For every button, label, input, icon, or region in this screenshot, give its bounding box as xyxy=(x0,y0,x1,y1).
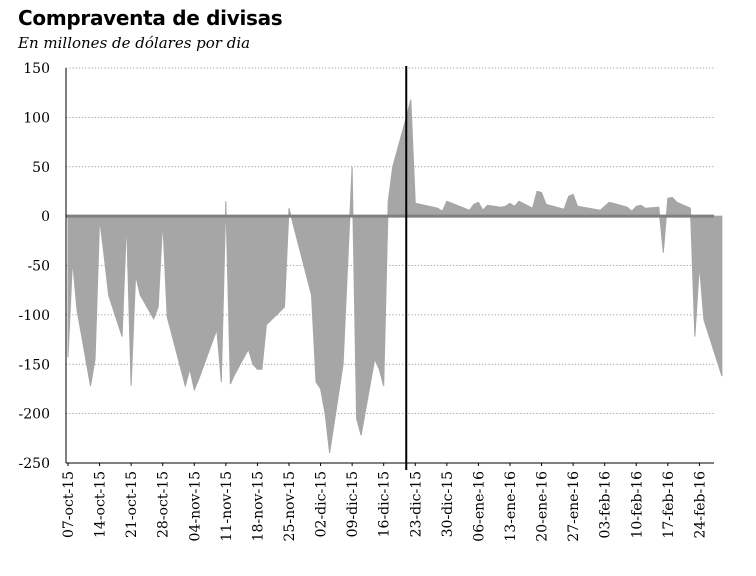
chart-title: Compraventa de divisas xyxy=(18,6,283,30)
y-tick-labels: 150 100 50 0 -50 -100 -150 -200 -250 xyxy=(19,61,50,472)
x-tick-label: 20-ene-16 xyxy=(535,471,551,542)
axes xyxy=(65,68,714,464)
x-tick-label: 21-oct-15 xyxy=(124,471,140,538)
x-tick-label: 17-feb-16 xyxy=(661,471,677,539)
x-tick-label: 02-dic-15 xyxy=(314,471,330,537)
x-tick-label: 16-dic-15 xyxy=(377,471,393,537)
x-tick-label: 18-nov-15 xyxy=(250,471,266,541)
area-series xyxy=(67,99,723,454)
y-tick-label: 50 xyxy=(32,160,50,176)
x-tick-label: 09-dic-15 xyxy=(345,471,361,537)
x-tick-labels: 07-oct-15 14-oct-15 21-oct-15 28-oct-15 04-n… xyxy=(61,463,708,542)
x-tick-label: 30-dic-15 xyxy=(440,471,456,537)
x-tick-label: 13-ene-16 xyxy=(503,471,519,542)
series-area xyxy=(67,99,723,454)
x-tick-label: 14-oct-15 xyxy=(93,471,109,538)
y-tick-label: 150 xyxy=(23,61,50,77)
y-tick-label: -250 xyxy=(19,456,50,472)
x-tick-label: 23-dic-15 xyxy=(408,471,424,537)
x-tick-label: 06-ene-16 xyxy=(471,471,487,542)
x-tick-label: 07-oct-15 xyxy=(61,471,77,538)
y-tick-label: -50 xyxy=(27,259,50,275)
chart-subtitle: En millones de dólares por dia xyxy=(18,34,251,52)
grid-lines xyxy=(66,67,714,464)
x-tick-label: 10-feb-16 xyxy=(629,471,645,539)
x-tick-label: 25-nov-15 xyxy=(282,471,298,541)
y-tick-label: 0 xyxy=(41,209,50,225)
x-tick-label: 03-feb-16 xyxy=(598,471,614,539)
y-tick-label: 100 xyxy=(23,110,50,126)
y-tick-label: -200 xyxy=(19,407,50,423)
y-tick-label: -150 xyxy=(19,357,50,373)
x-tick-label: 11-nov-15 xyxy=(219,471,235,541)
x-tick-label: 27-ene-16 xyxy=(566,471,582,542)
x-tick-label: 28-oct-15 xyxy=(156,471,172,538)
x-tick-label: 24-feb-16 xyxy=(692,471,708,539)
y-tick-label: -100 xyxy=(19,308,50,324)
x-tick-label: 04-nov-15 xyxy=(187,471,203,541)
